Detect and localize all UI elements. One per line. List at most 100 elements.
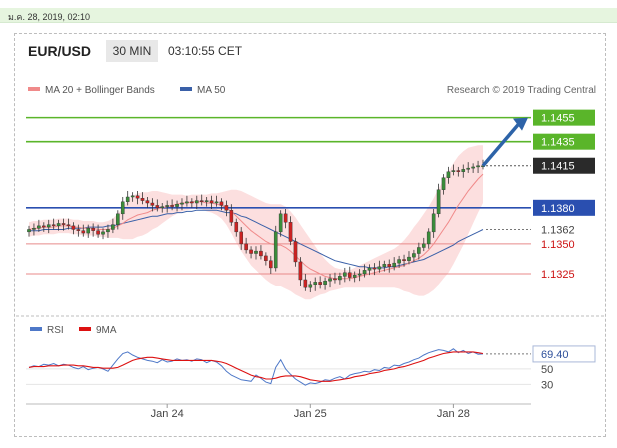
candle-body	[397, 259, 401, 264]
level-label-bg	[533, 133, 595, 150]
server-clock: 03:10:55 CET	[168, 44, 243, 58]
candle-body	[367, 267, 372, 271]
candle-body	[175, 204, 179, 207]
x-tick-label: Jan 28	[437, 408, 470, 420]
rsi-current-label: 69.40	[541, 349, 569, 361]
x-tick-label: Jan 25	[294, 408, 327, 420]
candles	[27, 159, 485, 292]
instrument-title: EUR/USD	[28, 43, 92, 59]
candle-body	[273, 231, 278, 269]
candle-body	[219, 201, 224, 206]
candle-body	[51, 224, 56, 227]
candle-body	[264, 255, 268, 261]
rsi-line	[28, 348, 484, 386]
candle-body	[249, 249, 253, 254]
candle-body	[37, 225, 41, 229]
forecast-arrow-head	[513, 117, 528, 131]
candle-body	[441, 177, 446, 190]
candle-body	[417, 247, 421, 254]
candle-body	[204, 200, 209, 203]
rsi-chart: RSI 9MA 50 30 69.40	[26, 325, 596, 391]
candle-body	[96, 230, 100, 235]
candle-body	[308, 284, 313, 288]
candle-body	[180, 202, 184, 205]
pivot-label: 1.1380	[541, 203, 575, 215]
candle-body	[259, 250, 263, 257]
candle-body	[81, 230, 86, 234]
candle-body	[140, 197, 145, 201]
candle-body	[372, 267, 377, 270]
forecast-arrow-shaft	[481, 122, 521, 167]
x-tick-label: Jan 24	[151, 408, 184, 420]
candle-body	[476, 165, 480, 168]
candle-body	[209, 200, 214, 204]
candle-body	[130, 195, 135, 198]
level-label: 1.1435	[541, 137, 575, 149]
candle-body	[101, 231, 105, 235]
legend-label: 9MA	[96, 325, 117, 336]
current-price-label-bg	[533, 157, 595, 174]
candle-body	[125, 196, 130, 203]
timeframe-badge[interactable]: 30 MIN	[106, 40, 158, 62]
candle-body	[382, 264, 387, 267]
candle-body	[66, 224, 71, 227]
candle-body	[318, 282, 322, 285]
candle-body	[456, 170, 461, 172]
level-label: 1.1455	[541, 113, 575, 125]
rsi-legend: RSI 9MA	[30, 325, 117, 336]
candle-body	[412, 253, 416, 258]
time-axis: Jan 24 Jan 25 Jan 28	[26, 403, 531, 420]
pivot-label-bg	[533, 199, 595, 216]
price-legend: MA 20 + Bollinger Bands MA 50	[28, 85, 226, 96]
candle-body	[426, 231, 431, 245]
candle-body	[254, 250, 258, 254]
candle-body	[135, 195, 140, 199]
date-time-label: ม.ค. 28, 2019, 02:10	[8, 12, 91, 22]
legend-swatch	[30, 327, 42, 331]
candle-body	[56, 223, 61, 227]
candle-body	[160, 206, 165, 209]
candle-body	[27, 229, 31, 233]
candle-body	[471, 166, 475, 169]
candle-body	[377, 266, 382, 270]
candle-body	[120, 201, 125, 215]
candle-body	[352, 274, 357, 278]
price-chart: MA 20 + Bollinger Bands MA 50 Research © 2…	[16, 85, 604, 317]
candle-body	[338, 276, 342, 281]
candle-body	[402, 259, 406, 261]
legend-label: MA 20 + Bollinger Bands	[45, 85, 155, 96]
candle-body	[461, 169, 466, 172]
candle-body	[244, 243, 248, 251]
candle-body	[387, 264, 392, 267]
candle-body	[407, 256, 411, 261]
candle-body	[61, 223, 66, 225]
candle-body	[91, 228, 95, 231]
rsi-current-label-bg	[532, 345, 596, 363]
candle-body	[86, 228, 91, 234]
legend-swatch	[79, 327, 91, 331]
candle-body	[214, 201, 219, 204]
candle-body	[392, 262, 396, 267]
ma20-line	[28, 173, 484, 280]
candle-body	[466, 167, 470, 170]
legend-label: MA 50	[197, 85, 226, 96]
candle-body	[224, 205, 229, 211]
candle-body	[71, 225, 76, 230]
support-label: 1.1325	[541, 269, 575, 281]
rsi-ma-line	[28, 351, 484, 382]
candle-body	[185, 201, 189, 204]
candle-body	[239, 231, 243, 245]
candle-body	[106, 229, 110, 233]
candle-body	[323, 280, 327, 285]
candle-body	[46, 224, 51, 228]
candle-body	[116, 213, 120, 225]
chart-frame	[14, 33, 606, 437]
candle-body	[32, 228, 36, 230]
candle-body	[76, 229, 81, 231]
candle-body	[431, 213, 436, 233]
rsi-tick-label: 30	[541, 379, 553, 391]
candle-body	[283, 213, 288, 223]
candle-body	[288, 222, 293, 242]
candle-body	[150, 202, 155, 206]
